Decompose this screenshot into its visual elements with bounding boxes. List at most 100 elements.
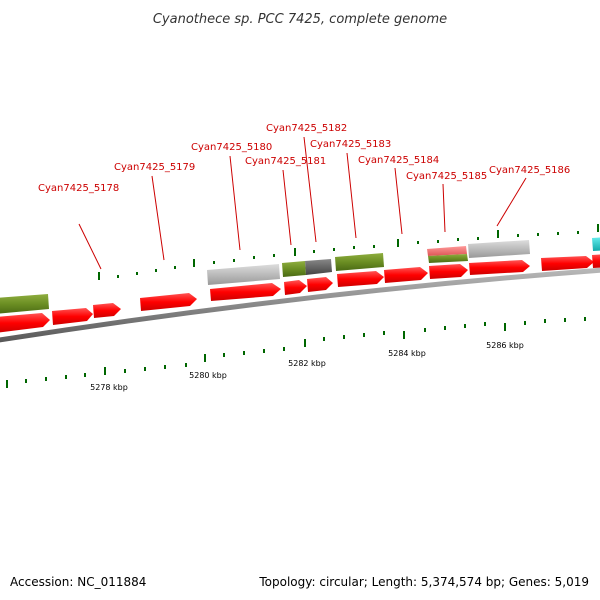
scale-label: 5284 kbp [388,349,426,358]
tick [353,246,355,249]
tick [444,326,446,330]
gene-arrow[interactable] [0,313,50,333]
tick [136,272,138,275]
gene-label[interactable]: Cyan7425_5184 [358,155,439,166]
leader-line [78,223,102,270]
tick [564,318,566,322]
scale-label: 5278 kbp [90,383,128,392]
tick [213,261,215,264]
tick [517,234,519,237]
tick [65,375,67,379]
feature-bars [0,237,600,314]
tick [457,238,459,241]
tick [577,231,579,234]
tick [343,335,345,339]
gene-arrow[interactable] [93,303,121,318]
gene-arrows [0,254,600,333]
tick [25,379,27,383]
tick [373,245,375,248]
leader-line [442,183,446,233]
gene-arrow[interactable] [140,293,197,311]
gene-label[interactable]: Cyan7425_5179 [114,162,195,173]
tick [124,369,126,373]
gene-arrow[interactable] [210,283,281,301]
tick [164,365,166,369]
tick [84,373,86,377]
tick [584,317,586,321]
tick [155,269,157,272]
tick [6,380,8,388]
gene-label[interactable]: Cyan7425_5182 [266,123,347,134]
genome-backbone [0,267,600,343]
leader-line [496,177,527,227]
gene-label[interactable]: Cyan7425_5180 [191,142,272,153]
scale-label: 5286 kbp [486,341,524,350]
tick [497,230,499,238]
tick [537,233,539,236]
tick [417,241,419,244]
feature-bar-grey[interactable] [468,240,530,258]
genome-title: Cyanothece sp. PCC 7425, complete genome [153,12,447,27]
gene-arrow[interactable] [429,264,468,279]
tick [424,328,426,332]
gene-arrow[interactable] [541,256,594,271]
outer-ticks [98,224,599,280]
leader-line [151,175,165,261]
feature-bar-pink[interactable] [427,246,467,256]
gene-label[interactable]: Cyan7425_5186 [489,165,570,176]
gene-arrow[interactable] [307,277,333,292]
tick [283,347,285,351]
tick [524,321,526,325]
tick [117,275,119,278]
gene-label[interactable]: Cyan7425_5181 [245,156,326,167]
tick [484,322,486,326]
tick [323,337,325,341]
feature-bar-cyan[interactable] [592,237,600,251]
tick [204,354,206,362]
tick [363,333,365,337]
feature-bar-darkgrey[interactable] [305,259,332,275]
gene-labels: Cyan7425_5178 Cyan7425_5179 Cyan7425_518… [38,123,570,194]
tick [403,331,405,339]
tick [273,254,275,257]
tick [544,319,546,323]
tick [397,239,399,247]
gene-arrow[interactable] [384,267,428,283]
feature-bar-green[interactable] [335,253,384,271]
tick [383,331,385,335]
tick [174,266,176,269]
leader-line [282,169,292,246]
gene-label[interactable]: Cyan7425_5178 [38,183,119,194]
scale-ticks [6,317,586,388]
gene-arrow[interactable] [284,280,307,295]
gene-arrow[interactable] [469,260,530,275]
tick [253,256,255,259]
scale-label: 5280 kbp [189,371,227,380]
tick [144,367,146,371]
tick [185,363,187,367]
tick [243,351,245,355]
tick [333,248,335,251]
tick [98,272,100,280]
scale-label: 5282 kbp [288,359,326,368]
gene-arrow[interactable] [337,271,384,287]
gene-label[interactable]: Cyan7425_5183 [310,139,391,150]
tick [223,353,225,357]
tick [477,237,479,240]
feature-bar-green[interactable] [282,261,306,277]
leader-line [394,167,403,235]
gene-label[interactable]: Cyan7425_5185 [406,171,487,182]
feature-bar-grey[interactable] [207,264,280,285]
tick [504,323,506,331]
tick [45,377,47,381]
gene-arrow[interactable] [592,254,600,268]
feature-bar-green[interactable] [428,254,468,263]
accession-text: Accession: NC_011884 [10,575,146,589]
tick [294,248,296,256]
tick [304,339,306,347]
genome-summary-text: Topology: circular; Length: 5,374,574 bp… [258,575,589,589]
feature-bar-green[interactable] [0,294,49,314]
gene-arrow[interactable] [52,308,93,325]
